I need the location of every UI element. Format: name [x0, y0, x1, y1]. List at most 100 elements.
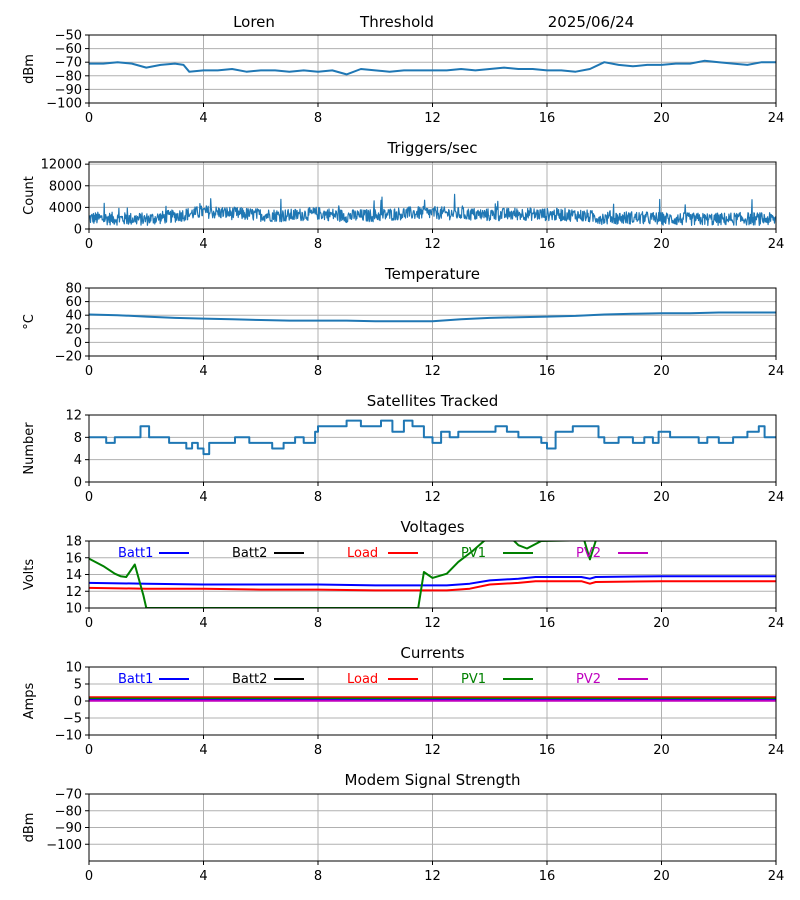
x-tick-label: 16 — [539, 743, 556, 758]
mode-label: Threshold — [359, 13, 434, 31]
x-tick-label: 8 — [314, 111, 322, 126]
legend-label: Load — [347, 546, 378, 561]
y-tick-label: 18 — [65, 535, 82, 550]
y-tick-label: 40 — [65, 309, 82, 324]
legend-label: PV2 — [576, 546, 601, 561]
x-tick-label: 24 — [768, 616, 785, 631]
legend-label: Batt2 — [232, 672, 267, 687]
x-tick-label: 8 — [314, 869, 322, 884]
x-tick-label: 24 — [768, 111, 785, 126]
y-tick-label: 0 — [74, 695, 82, 710]
x-tick-label: 8 — [314, 616, 322, 631]
y-tick-label: −80 — [55, 69, 82, 84]
x-tick-label: 12 — [424, 364, 441, 379]
x-tick-label: 8 — [314, 364, 322, 379]
y-tick-label: 8000 — [49, 179, 82, 194]
series-line-batt1 — [89, 575, 776, 587]
legend-label: Batt2 — [232, 546, 267, 561]
x-tick-label: 8 — [314, 490, 322, 505]
x-tick-label: 20 — [653, 364, 670, 379]
date-label: 2025/06/24 — [548, 13, 634, 31]
legend-label: Batt1 — [118, 672, 153, 687]
y-tick-label: 0 — [74, 476, 82, 491]
y-axis-label: Number — [22, 422, 37, 475]
x-tick-label: 4 — [199, 743, 207, 758]
y-axis-label: Count — [22, 176, 37, 215]
x-tick-label: 12 — [424, 237, 441, 252]
x-tick-label: 20 — [653, 743, 670, 758]
y-tick-label: −50 — [55, 29, 82, 44]
y-tick-label: −10 — [55, 729, 82, 744]
y-tick-label: −80 — [55, 804, 82, 819]
y-tick-label: 8 — [74, 431, 82, 446]
x-tick-label: 4 — [199, 616, 207, 631]
x-tick-label: 12 — [424, 616, 441, 631]
x-tick-label: 12 — [424, 743, 441, 758]
panel-title: Currents — [400, 644, 464, 662]
y-tick-label: 16 — [65, 551, 82, 566]
y-tick-label: 60 — [65, 295, 82, 310]
x-tick-label: 0 — [85, 616, 93, 631]
y-tick-label: 10 — [65, 661, 82, 676]
y-tick-label: −5 — [63, 712, 82, 727]
x-tick-label: 16 — [539, 111, 556, 126]
x-tick-label: 0 — [85, 869, 93, 884]
x-tick-label: 16 — [539, 237, 556, 252]
series-line-0 — [89, 419, 776, 456]
series-line-pv1 — [89, 541, 597, 608]
y-tick-label: 80 — [65, 282, 82, 297]
x-tick-label: 0 — [85, 364, 93, 379]
x-tick-label: 0 — [85, 743, 93, 758]
series-group — [89, 59, 776, 76]
y-tick-label: 4 — [74, 453, 82, 468]
y-axis-label: °C — [22, 314, 37, 330]
x-tick-label: 24 — [768, 237, 785, 252]
panel-title: Triggers/sec — [387, 139, 478, 157]
series-group — [89, 541, 776, 608]
x-tick-label: 24 — [768, 869, 785, 884]
y-tick-label: 10 — [65, 602, 82, 617]
series-group — [89, 193, 776, 226]
series-line-load — [89, 580, 776, 592]
x-tick-label: 20 — [653, 111, 670, 126]
x-tick-label: 12 — [424, 490, 441, 505]
panel-title: Voltages — [400, 518, 464, 536]
y-tick-label: −70 — [55, 56, 82, 71]
y-tick-label: 5 — [74, 678, 82, 693]
y-tick-label: 0 — [74, 336, 82, 351]
y-tick-label: −90 — [55, 821, 82, 836]
y-tick-label: −70 — [55, 788, 82, 803]
y-tick-label: −100 — [46, 97, 82, 112]
x-tick-label: 16 — [539, 869, 556, 884]
series-line-0 — [89, 59, 776, 76]
x-tick-label: 8 — [314, 237, 322, 252]
y-tick-label: 4000 — [49, 201, 82, 216]
series-group — [89, 696, 776, 702]
y-tick-label: 12000 — [41, 158, 82, 173]
legend-label: PV1 — [461, 546, 486, 561]
x-tick-label: 12 — [424, 111, 441, 126]
y-tick-label: −60 — [55, 42, 82, 57]
x-tick-label: 20 — [653, 616, 670, 631]
x-tick-label: 16 — [539, 364, 556, 379]
x-tick-label: 20 — [653, 490, 670, 505]
x-tick-label: 0 — [85, 111, 93, 126]
x-tick-label: 0 — [85, 490, 93, 505]
x-tick-label: 24 — [768, 743, 785, 758]
y-axis-label: dBm — [22, 54, 37, 84]
panel-6: 0 4 8 12 16 20 24 −100 −90 −80−70 Modem Signal Str… — [22, 771, 784, 884]
x-tick-label: 4 — [199, 111, 207, 126]
panel-5: 0 4 8 12 16 20 24 −10 −5 0 5 10 Currents Amps Batt1 Bat… — [22, 644, 784, 758]
x-tick-label: 24 — [768, 364, 785, 379]
panel-title: Temperature — [384, 265, 480, 283]
series-group — [89, 311, 776, 323]
x-tick-label: 4 — [199, 364, 207, 379]
legend-label: PV2 — [576, 672, 601, 687]
panel-title: Modem Signal Strength — [345, 771, 521, 789]
x-tick-label: 16 — [539, 616, 556, 631]
x-tick-label: 8 — [314, 743, 322, 758]
x-tick-label: 4 — [199, 237, 207, 252]
